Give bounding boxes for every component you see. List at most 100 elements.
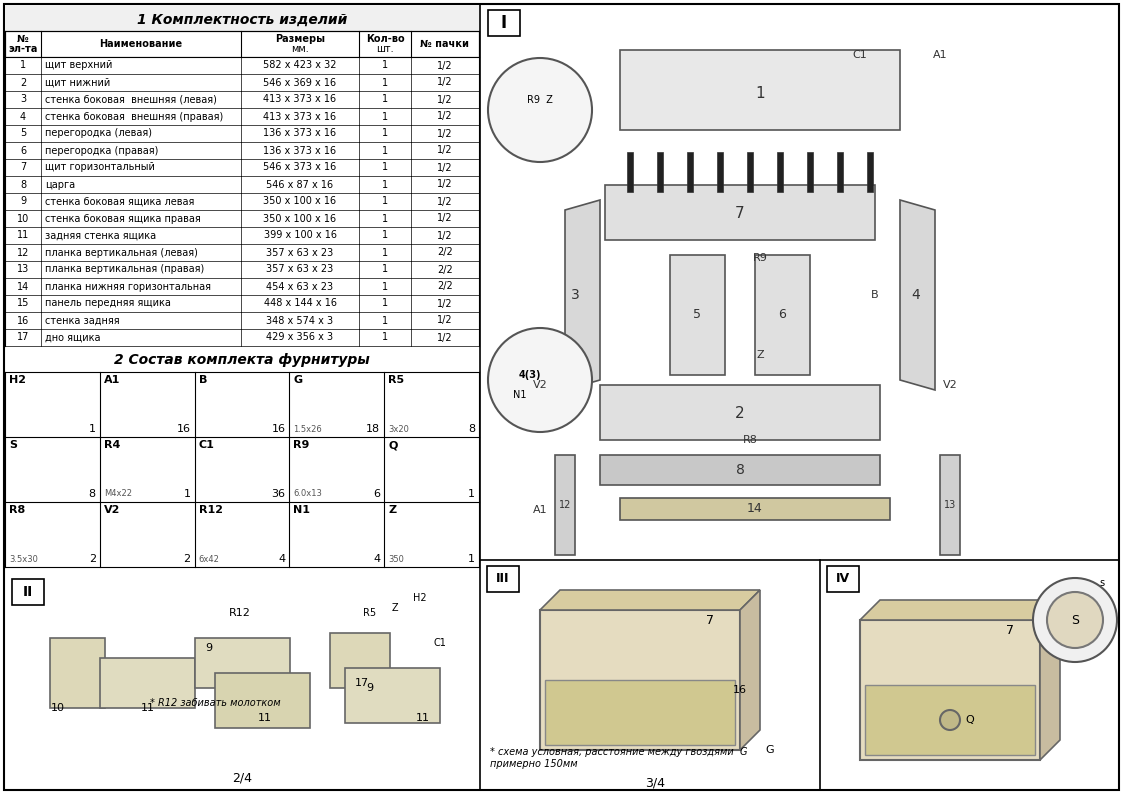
- Text: s: s: [1099, 578, 1105, 588]
- Text: 1/2: 1/2: [437, 60, 453, 71]
- Bar: [4, 278, 480, 295]
- Text: задняя стенка ящика: задняя стенка ящика: [45, 230, 156, 241]
- Text: 14: 14: [747, 503, 763, 515]
- Text: 2: 2: [183, 554, 191, 564]
- FancyBboxPatch shape: [755, 255, 810, 375]
- Text: 11: 11: [141, 703, 155, 713]
- FancyBboxPatch shape: [195, 638, 290, 688]
- Text: Q: Q: [389, 440, 398, 450]
- Text: Q: Q: [965, 715, 974, 725]
- Text: 2: 2: [736, 406, 745, 421]
- Bar: [4, 176, 480, 193]
- Text: перегородка (правая): перегородка (правая): [45, 145, 158, 156]
- Text: A1: A1: [933, 50, 948, 60]
- Text: 1: 1: [382, 60, 389, 71]
- Text: 1/2: 1/2: [437, 230, 453, 241]
- FancyBboxPatch shape: [51, 638, 104, 708]
- Text: C1: C1: [433, 638, 447, 648]
- Text: 1: 1: [382, 299, 389, 309]
- Text: 136 х 373 х 16: 136 х 373 х 16: [264, 145, 337, 156]
- Text: R5: R5: [389, 375, 404, 385]
- Text: 1/2: 1/2: [437, 315, 453, 326]
- Text: планка нижняя горизонтальная: планка нижняя горизонтальная: [45, 282, 211, 291]
- Bar: [627, 152, 633, 192]
- Text: 15: 15: [17, 299, 29, 309]
- Text: 11: 11: [17, 230, 29, 241]
- Text: стенка боковая ящика левая: стенка боковая ящика левая: [45, 196, 194, 206]
- Text: стенка боковая ящика правая: стенка боковая ящика правая: [45, 214, 201, 223]
- Text: 1: 1: [468, 489, 475, 499]
- Text: 8: 8: [468, 424, 475, 434]
- Text: 1: 1: [382, 282, 389, 291]
- Text: R9: R9: [293, 440, 310, 450]
- Text: 4(3): 4(3): [519, 370, 541, 380]
- FancyBboxPatch shape: [489, 10, 520, 36]
- Text: 6х42: 6х42: [199, 554, 219, 564]
- Text: 16: 16: [176, 424, 191, 434]
- Text: 1: 1: [382, 78, 389, 87]
- Text: A1: A1: [103, 375, 120, 385]
- Text: 1/2: 1/2: [437, 111, 453, 121]
- Text: 3x20: 3x20: [389, 425, 409, 434]
- Text: C1: C1: [852, 50, 867, 60]
- Text: 1: 1: [382, 196, 389, 206]
- FancyBboxPatch shape: [555, 455, 575, 555]
- Text: 413 х 373 х 16: 413 х 373 х 16: [264, 94, 337, 105]
- Text: C1: C1: [199, 440, 214, 450]
- Text: G: G: [766, 745, 775, 755]
- Text: 1: 1: [382, 264, 389, 275]
- Text: 3/4: 3/4: [645, 777, 665, 789]
- Text: Z: Z: [756, 350, 764, 360]
- Text: шт.: шт.: [376, 44, 394, 54]
- Text: 14: 14: [17, 282, 29, 291]
- Bar: [4, 227, 480, 244]
- Text: S: S: [1071, 614, 1079, 626]
- Text: 18: 18: [366, 424, 381, 434]
- Text: 1: 1: [382, 129, 389, 138]
- FancyBboxPatch shape: [12, 579, 44, 605]
- Text: 1/2: 1/2: [437, 214, 453, 223]
- Text: 4: 4: [373, 554, 381, 564]
- Text: 546 х 373 х 16: 546 х 373 х 16: [264, 163, 337, 172]
- Text: 7: 7: [706, 614, 714, 626]
- Text: R8: R8: [742, 435, 757, 445]
- Bar: [4, 108, 480, 125]
- Text: 6: 6: [373, 489, 381, 499]
- Text: IV: IV: [836, 572, 850, 585]
- Text: A1: A1: [532, 505, 547, 515]
- Text: 4: 4: [20, 111, 26, 121]
- Text: 1/2: 1/2: [437, 163, 453, 172]
- Text: 350: 350: [389, 554, 404, 564]
- Bar: [4, 91, 480, 108]
- Text: 8: 8: [20, 179, 26, 190]
- Text: Размеры: Размеры: [275, 34, 325, 44]
- Text: 1: 1: [20, 60, 26, 71]
- Text: R8: R8: [9, 505, 25, 515]
- Text: 5: 5: [693, 309, 701, 322]
- Text: 6: 6: [20, 145, 26, 156]
- Text: 11: 11: [416, 713, 430, 723]
- Text: 1: 1: [382, 94, 389, 105]
- Polygon shape: [1040, 600, 1060, 760]
- Text: 9: 9: [20, 196, 26, 206]
- FancyBboxPatch shape: [487, 566, 519, 592]
- Text: 136 х 373 х 16: 136 х 373 х 16: [264, 129, 337, 138]
- Text: B: B: [871, 290, 879, 300]
- Text: 13: 13: [943, 500, 956, 510]
- FancyBboxPatch shape: [670, 255, 725, 375]
- Text: планка вертикальная (левая): планка вертикальная (левая): [45, 248, 198, 257]
- Text: 1.5x26: 1.5x26: [293, 425, 322, 434]
- Text: 546 х 369 х 16: 546 х 369 х 16: [264, 78, 337, 87]
- Text: 1: 1: [382, 163, 389, 172]
- Text: S: S: [9, 440, 17, 450]
- Bar: [837, 152, 843, 192]
- Text: 1/2: 1/2: [437, 333, 453, 342]
- Text: Кол-во: Кол-во: [366, 34, 404, 44]
- Text: 1/2: 1/2: [437, 179, 453, 190]
- Bar: [4, 312, 480, 329]
- Bar: [4, 193, 480, 210]
- Text: 9: 9: [366, 683, 374, 693]
- Text: Наименование: Наименование: [100, 39, 183, 49]
- Text: № пачки: № пачки: [420, 39, 469, 49]
- Text: 357 х 63 х 23: 357 х 63 х 23: [266, 248, 334, 257]
